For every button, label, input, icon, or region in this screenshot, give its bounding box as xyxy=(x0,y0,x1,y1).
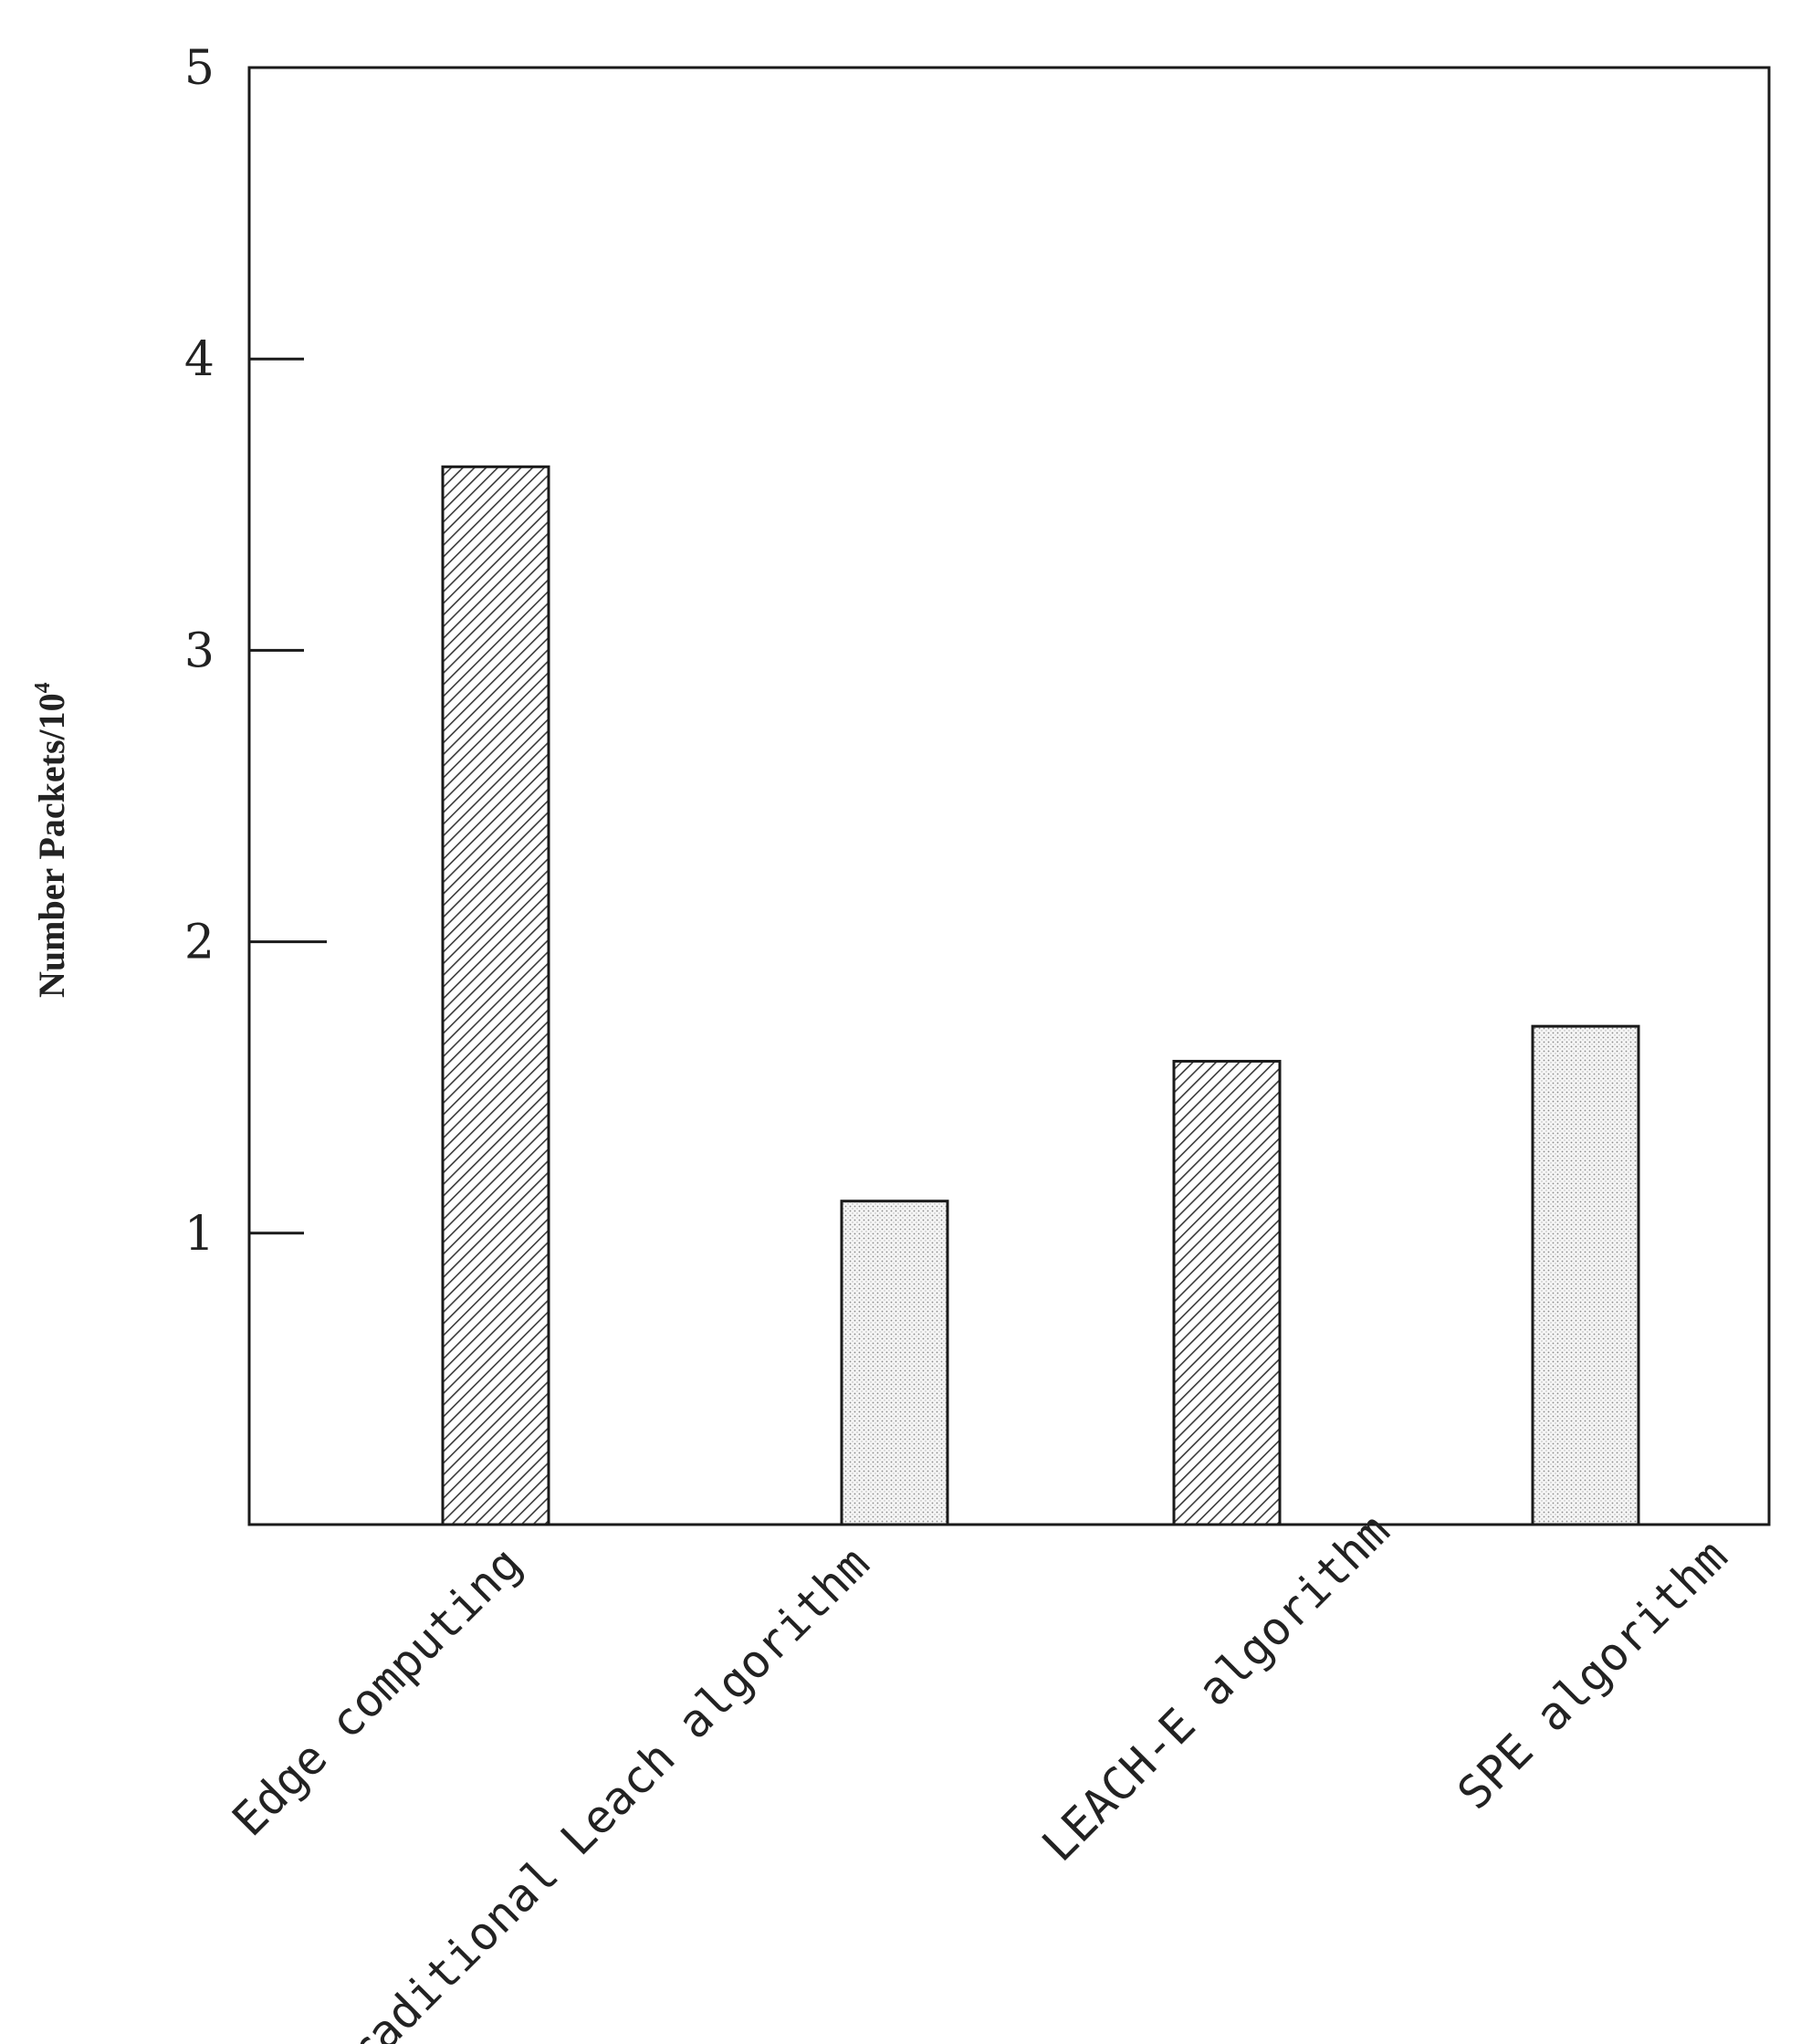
x-category-label-leach-e-algorithm: LEACH-E algorithm xyxy=(1032,1504,1400,1871)
y-tick-label-3: 3 xyxy=(184,624,215,678)
y-axis-title-superscript: 4 xyxy=(31,682,55,693)
plot-frame xyxy=(247,66,1771,1526)
y-tick-label-4: 4 xyxy=(184,332,215,387)
bars xyxy=(441,465,1640,1526)
x-category-label-traditional-leach-algorithm: Traditional Leach algorithm xyxy=(318,1536,880,2044)
y-axis-title: Number Packets/104 xyxy=(31,682,72,998)
bar-spe-algorithm xyxy=(1531,1024,1640,1526)
x-category-label-spe-algorithm: SPE algorithm xyxy=(1448,1529,1738,1819)
y-axis-ticks xyxy=(249,66,327,1235)
bar-edge-computing xyxy=(441,465,550,1526)
bar-traditional-leach-algorithm xyxy=(840,1200,949,1526)
y-tick-label-5: 5 xyxy=(184,41,215,96)
y-axis-tick-labels: 1 2 3 4 5 xyxy=(184,41,215,1262)
x-category-label-edge-computing: Edge computing xyxy=(222,1536,531,1846)
y-tick-label-1: 1 xyxy=(184,1207,215,1262)
y-tick-label-2: 2 xyxy=(184,916,215,970)
y-axis-title-text: Number Packets/10 xyxy=(31,693,72,998)
bar-leach-e-algorithm xyxy=(1172,1059,1282,1526)
